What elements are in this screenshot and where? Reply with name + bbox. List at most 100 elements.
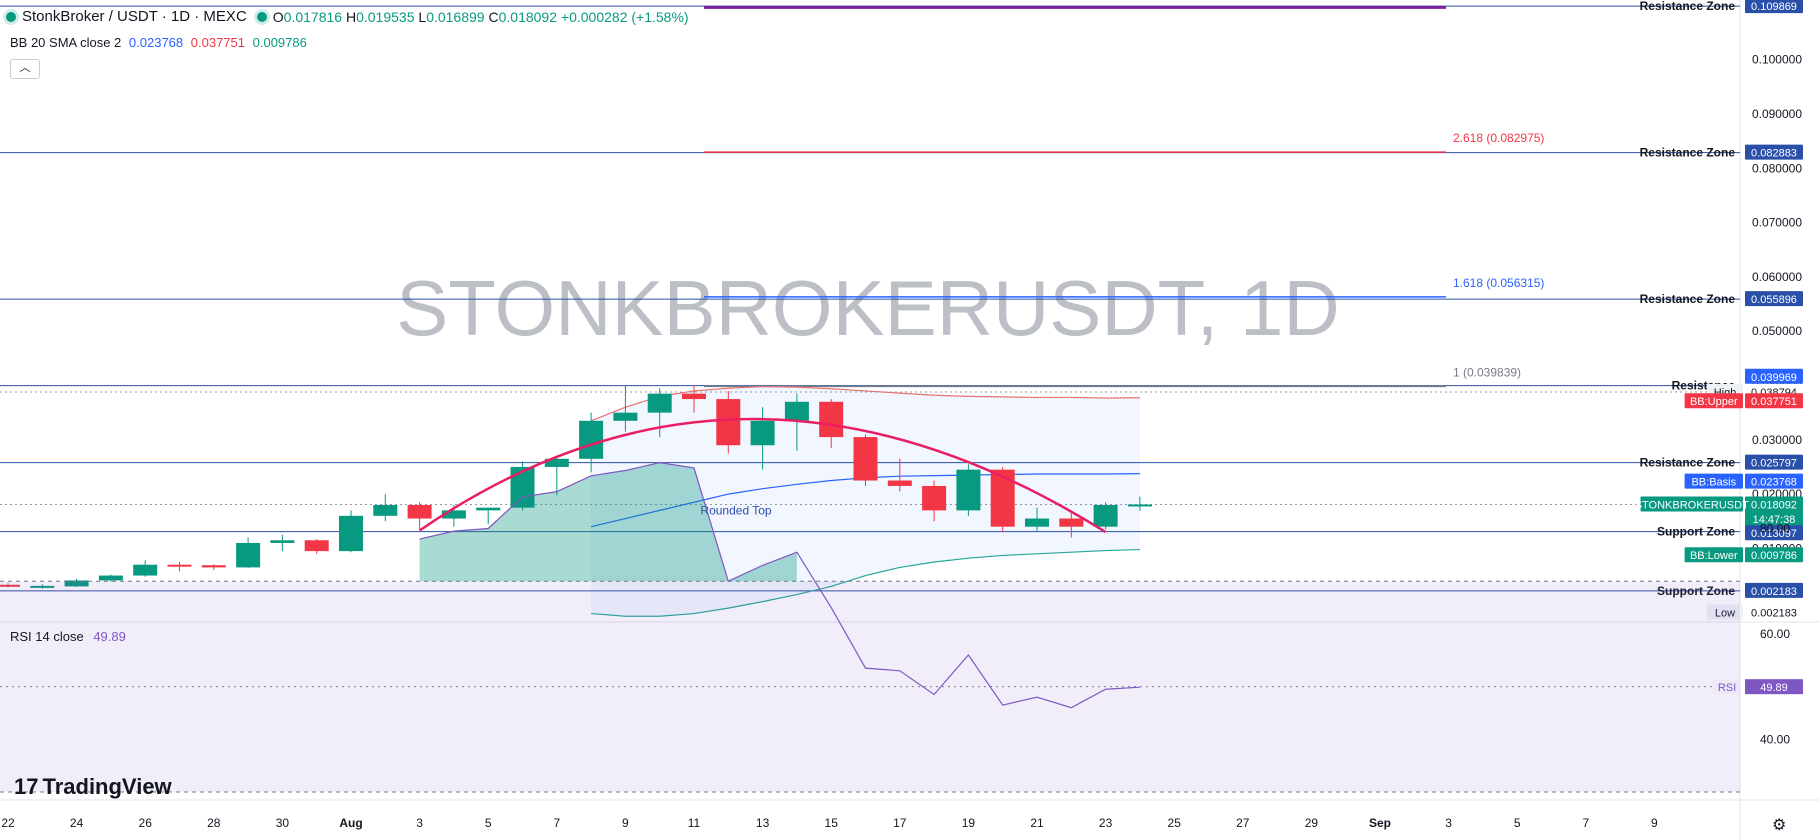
price-tag-text: 14:47:38: [1753, 514, 1796, 526]
candle[interactable]: [613, 385, 638, 432]
price-tag-side-bg: [1684, 393, 1743, 409]
fib-label: 1 (0.039839): [1453, 365, 1521, 379]
price-axis-tick: 0.030000: [1752, 433, 1802, 447]
symbol-title[interactable]: StonkBroker / USDT · 1D · MEXC: [22, 8, 247, 25]
candle[interactable]: [510, 461, 535, 511]
price-tag[interactable]: 0.082883: [1745, 144, 1803, 160]
rsi-legend-label: RSI 14 close: [10, 629, 84, 644]
price-tag-text: 0.018092: [1751, 499, 1797, 511]
candle-body: [441, 510, 466, 519]
candle[interactable]: [647, 388, 672, 438]
candle-body: [167, 564, 192, 567]
time-axis-tick: 11: [688, 816, 701, 830]
candle[interactable]: [64, 578, 89, 587]
tradingview-logo[interactable]: 17 TradingView: [14, 774, 172, 800]
price-tag-bg: [1745, 525, 1803, 541]
rsi-last-tag[interactable]: RSI 49.89: [1713, 679, 1803, 695]
rounded-top-label: Rounded Top: [700, 503, 772, 517]
price-tag-text: 0.037751: [1751, 396, 1797, 408]
candle[interactable]: [819, 399, 844, 448]
candle[interactable]: [270, 534, 295, 552]
bb-basis-value: 0.023768: [128, 35, 184, 50]
bb-lower-value: 0.009786: [252, 35, 307, 50]
candle-body: [270, 540, 295, 543]
candle[interactable]: [236, 537, 261, 568]
price-tag[interactable]: 0.009786 BB:Lower: [1684, 547, 1803, 563]
price-tag[interactable]: 0.037751 BB:Upper: [1684, 393, 1803, 409]
candle[interactable]: [853, 434, 878, 486]
candle[interactable]: [373, 494, 398, 522]
bb-legend[interactable]: BB 20 SMA close 2 0.023768 0.037751 0.00…: [10, 35, 307, 50]
candle-body: [887, 480, 912, 486]
candle[interactable]: [784, 393, 809, 451]
price-tag[interactable]: 0.109869: [1745, 0, 1803, 13]
candle[interactable]: [922, 480, 947, 522]
price-tag[interactable]: 0.025797: [1745, 454, 1803, 470]
candle[interactable]: [98, 574, 123, 582]
candle-body: [1093, 504, 1118, 527]
watermark-text: STONKBROKERUSDT, 1D: [396, 264, 1339, 352]
candle[interactable]: [887, 458, 912, 492]
candle[interactable]: [682, 385, 706, 413]
candle-body: [1059, 518, 1084, 527]
time-axis-tick: 15: [825, 816, 839, 830]
candle[interactable]: [304, 539, 329, 554]
rsi-overbought-fill: [419, 462, 797, 582]
candle[interactable]: [476, 507, 501, 524]
collapse-legend-button[interactable]: ︿: [10, 59, 40, 79]
candle[interactable]: [133, 560, 158, 577]
candle[interactable]: [167, 561, 192, 572]
price-tag[interactable]: 0.002183: [1745, 582, 1803, 598]
candle[interactable]: [407, 502, 432, 530]
candle[interactable]: [1059, 513, 1084, 538]
time-axis-tick: 13: [756, 816, 770, 830]
price-tag-text: 0.013097: [1751, 528, 1797, 540]
candle[interactable]: [956, 464, 981, 516]
bb-upper-value: 0.037751: [190, 35, 245, 50]
price-change: +0.000282 (+1.58%): [560, 8, 689, 25]
rsi-legend[interactable]: RSI 14 close 49.89: [10, 629, 126, 644]
candle[interactable]: [716, 390, 741, 454]
candle[interactable]: [1093, 502, 1118, 530]
time-axis-tick: 3: [416, 816, 423, 830]
candle-body: [716, 399, 741, 446]
candle[interactable]: [0, 583, 20, 588]
candle-body: [339, 515, 363, 552]
candle[interactable]: [30, 584, 55, 589]
candle-body: [750, 420, 775, 446]
candle[interactable]: [339, 510, 363, 553]
price-tag-side-text: STONKBROKERUSDT: [1635, 499, 1749, 511]
price-tag[interactable]: 0.013097: [1745, 525, 1803, 541]
level-label: Resistance Zone: [1640, 146, 1736, 160]
candle[interactable]: [1127, 496, 1152, 511]
time-axis-tick: 23: [1099, 816, 1113, 830]
candle-body: [133, 564, 158, 576]
price-axis-tick: 0.090000: [1752, 107, 1802, 121]
rounded-top-arc: [418, 417, 1107, 534]
price-tag[interactable]: 0.002183 Low: [1707, 604, 1803, 620]
candle[interactable]: [201, 564, 226, 571]
bb-upper-line: [590, 385, 1140, 422]
candle[interactable]: [750, 407, 775, 470]
time-axis-tick: 5: [485, 816, 492, 830]
price-tag[interactable]: 0.023768 BB:Basis: [1684, 473, 1803, 489]
price-tag[interactable]: 0.039969: [1745, 368, 1803, 384]
rsi-axis-tick: 40.00: [1760, 732, 1790, 746]
price-tag-bg: [1745, 144, 1803, 160]
price-tag-side-text: BB:Upper: [1690, 396, 1738, 408]
time-axis-tick: 24: [70, 816, 84, 830]
candle-body: [236, 542, 261, 568]
time-axis-tick: 29: [1305, 816, 1319, 830]
candle[interactable]: [579, 412, 604, 473]
rsi-legend-value: 49.89: [93, 629, 126, 644]
bb-lower-line: [591, 548, 1140, 617]
price-tag[interactable]: 14:47:38: [1745, 510, 1803, 526]
price-tag[interactable]: 0.055896: [1745, 291, 1803, 307]
candle[interactable]: [544, 456, 569, 496]
settings-gear-icon[interactable]: ⚙: [1772, 817, 1787, 834]
time-axis-tick: 26: [139, 816, 153, 830]
price-tag-bg: [1745, 291, 1803, 307]
candle[interactable]: [1025, 507, 1049, 533]
